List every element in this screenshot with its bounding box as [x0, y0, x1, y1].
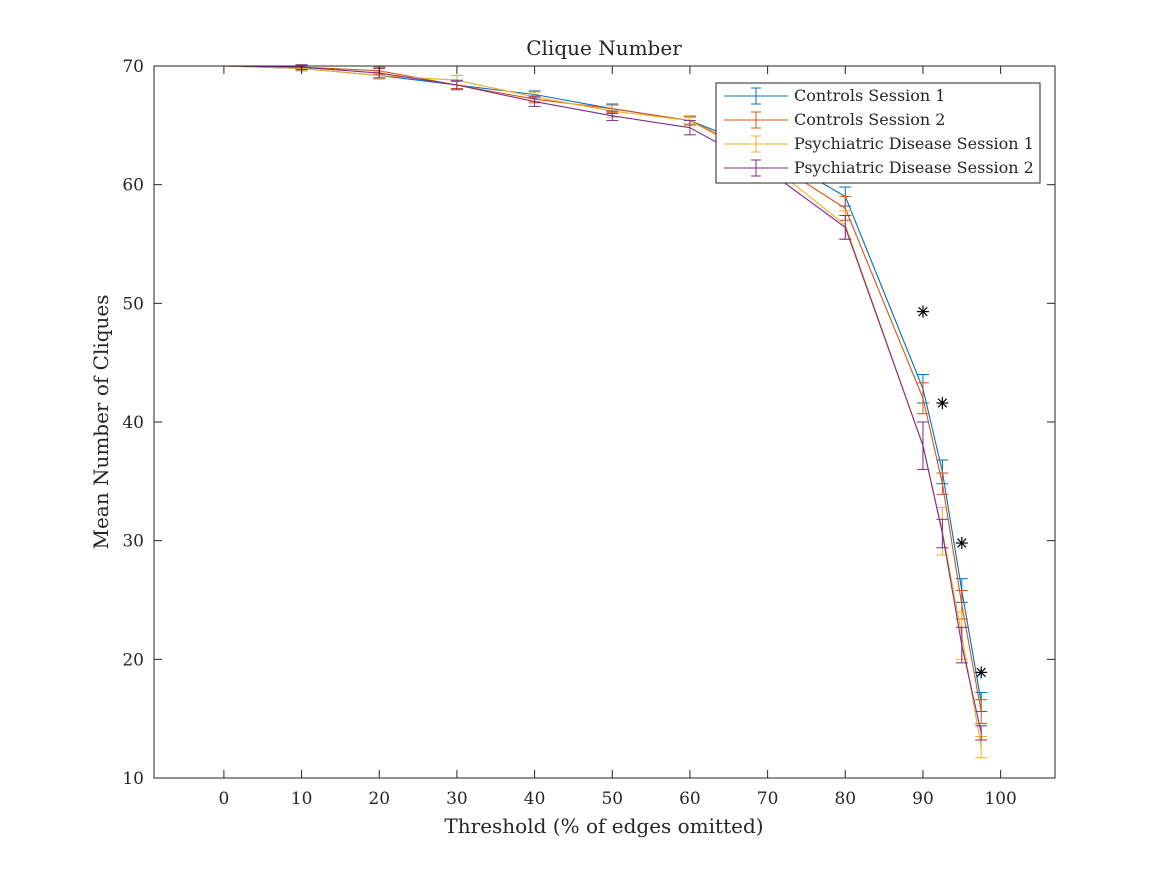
x-tick-label: 90	[912, 789, 934, 809]
legend-box	[715, 82, 1041, 184]
legend-label: Controls Session 2	[794, 110, 945, 129]
y-tick-label: 40	[122, 413, 144, 433]
x-tick-label: 80	[834, 789, 856, 809]
legend: Controls Session 1 Controls Session 2 Psyc…	[715, 82, 1041, 184]
asterisk-stroke	[957, 538, 967, 548]
legend-entry: Controls Session 2	[724, 110, 945, 129]
x-tick-label: 10	[291, 789, 313, 809]
x-tick-label: 40	[524, 789, 546, 809]
asterisk-stroke	[918, 306, 928, 317]
axes-layer: 0 10 20 30 40 50 60 70 80 90 100 10 20 30 40 50 60 70	[122, 57, 1056, 809]
y-tick-label: 20	[122, 650, 144, 670]
significance-markers	[916, 305, 988, 679]
x-axis-label: Threshold (% of edges omitted)	[444, 814, 763, 838]
x-tick-label: 30	[446, 789, 468, 809]
significance-asterisk	[936, 397, 949, 410]
x-tick-label: 0	[218, 789, 229, 809]
y-tick-label: 30	[122, 532, 144, 552]
x-tick-label: 70	[757, 789, 779, 809]
x-tick-label: 20	[368, 789, 390, 809]
significance-asterisk	[916, 305, 929, 318]
legend-entry: Controls Session 1	[724, 86, 945, 105]
legend-entry: Psychiatric Disease Session 2	[724, 158, 1034, 177]
asterisk-stroke	[937, 398, 948, 408]
chart-title: Clique Number	[526, 36, 682, 60]
x-tick-label: 50	[601, 789, 623, 809]
significance-asterisk	[975, 666, 988, 679]
y-tick-label: 10	[122, 769, 144, 789]
plot-area: 0 10 20 30 40 50 60 70 80 90 100 10 20 30 40 50 60 70	[122, 57, 1056, 809]
legend-label: Controls Session 1	[794, 86, 945, 105]
legend-label: Psychiatric Disease Session 1	[794, 134, 1034, 153]
legend-entry: Psychiatric Disease Session 1	[724, 134, 1034, 153]
y-tick-label: 50	[122, 294, 144, 314]
asterisk-stroke	[976, 667, 986, 678]
x-tick-label: 100	[984, 789, 1016, 809]
y-axis-label: Mean Number of Cliques	[89, 294, 113, 549]
legend-label: Psychiatric Disease Session 2	[794, 158, 1034, 177]
x-tick-label: 60	[679, 789, 701, 809]
y-tick-label: 70	[122, 57, 144, 77]
significance-asterisk	[955, 537, 968, 550]
y-tick-label: 60	[122, 176, 144, 196]
